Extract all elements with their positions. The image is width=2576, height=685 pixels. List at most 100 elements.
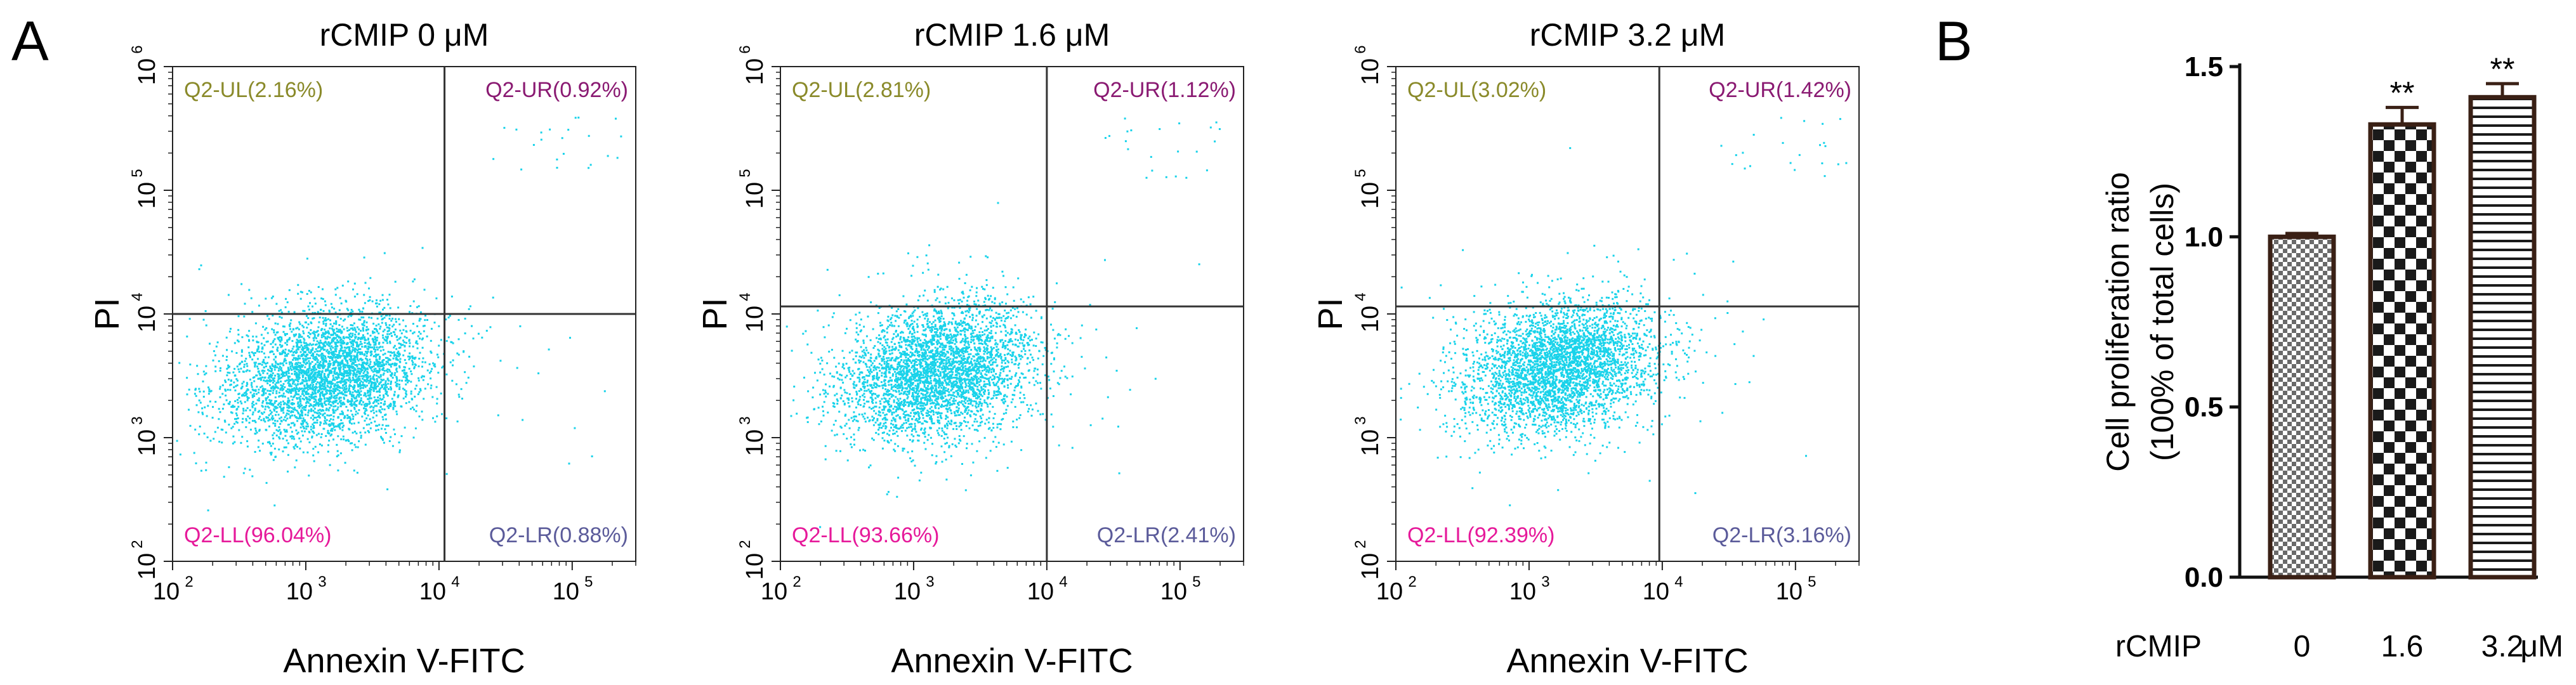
scatter-point [358,308,360,311]
scatter-point [228,365,230,368]
scatter-point [350,342,353,345]
scatter-point [274,424,277,427]
scatter-point [189,363,192,366]
scatter-point [841,379,843,381]
y-tick-label-group: 102 [129,540,161,580]
scatter-point [359,372,362,375]
scatter-point [202,396,205,398]
scatter-point [251,475,254,478]
scatter-point [282,400,284,403]
scatter-point [412,357,414,360]
scatter-point [358,384,360,387]
scatter-point [381,299,384,301]
scatter-point [271,374,273,377]
scatter-point [855,355,857,358]
scatter-point [366,384,369,387]
scatter-point [257,370,260,373]
scatter-point [306,293,308,295]
scatter-point [404,426,406,429]
scatter-point [337,381,339,383]
scatter-point [390,403,392,405]
scatter-point [1198,263,1200,266]
scatter-point [823,401,825,403]
scatter-point [391,377,394,379]
scatter-point [268,370,270,372]
scatter-point [384,353,386,355]
scatter-point [885,369,888,372]
scatter-point [921,376,923,379]
scatter-point [332,402,334,405]
scatter-point [398,379,401,382]
scatter-point [333,395,336,398]
scatter-point [353,443,356,446]
scatter-point [232,442,234,445]
scatter-point [340,438,343,441]
scatter-point [312,391,314,394]
scatter-point [362,375,365,378]
scatter-point [983,314,985,316]
scatter-point [333,372,336,375]
scatter-point [357,360,360,362]
scatter-point [1044,374,1046,377]
scatter-point [336,396,338,399]
scatter-point [241,385,244,388]
scatter-point [246,369,249,372]
scatter-point [436,415,438,417]
scatter-point [313,339,315,342]
scatter-point [319,384,321,386]
scatter-point [288,400,291,402]
scatter-point [277,403,279,406]
scatter-point [431,368,433,370]
scatter-point [319,370,321,373]
scatter-point [292,329,294,330]
scatter-point [902,351,904,353]
scatter-point [875,401,877,404]
scatter-point [324,304,327,306]
scatter-point [313,391,316,393]
scatter-point [364,339,366,341]
scatter-point [892,424,895,426]
scatter-point [997,391,999,393]
scatter-point [323,358,325,361]
scatter-point [300,336,303,338]
scatter-point [359,353,362,355]
scatter-point [390,381,392,383]
scatter-point [886,327,888,330]
scatter-point [322,364,324,367]
scatter-point [315,358,317,360]
scatter-point [588,134,590,137]
scatter-point [332,408,334,411]
scatter-point [338,355,341,356]
scatter-point [810,351,813,354]
scatter-point [376,405,378,407]
scatter-point [362,362,365,364]
scatter-point [247,389,249,391]
scatter-point [284,416,286,419]
scatter-point [954,320,957,323]
scatter-point [983,301,985,303]
scatter-point [350,442,352,445]
scatter-point [324,365,326,367]
scatter-point [902,403,904,406]
scatter-point [950,335,953,337]
scatter-point [385,363,388,365]
scatter-point [437,356,440,358]
scatter-point [223,476,225,478]
scatter-point [337,406,339,408]
scatter-point [877,341,879,343]
scatter-point [275,410,278,413]
scatter-point [979,424,982,427]
scatter-point [319,416,321,419]
scatter-point [910,382,912,385]
scatter-point [991,320,994,322]
scatter-point [916,370,919,372]
scatter-point [323,360,325,363]
scatter-point [920,401,923,403]
scatter-point [204,310,207,312]
scatter-point [821,368,824,370]
scatter-point [344,366,346,369]
scatter-point [330,392,332,395]
scatter-point [314,389,317,391]
scatter-point [324,403,327,406]
scatter-point [867,375,869,377]
